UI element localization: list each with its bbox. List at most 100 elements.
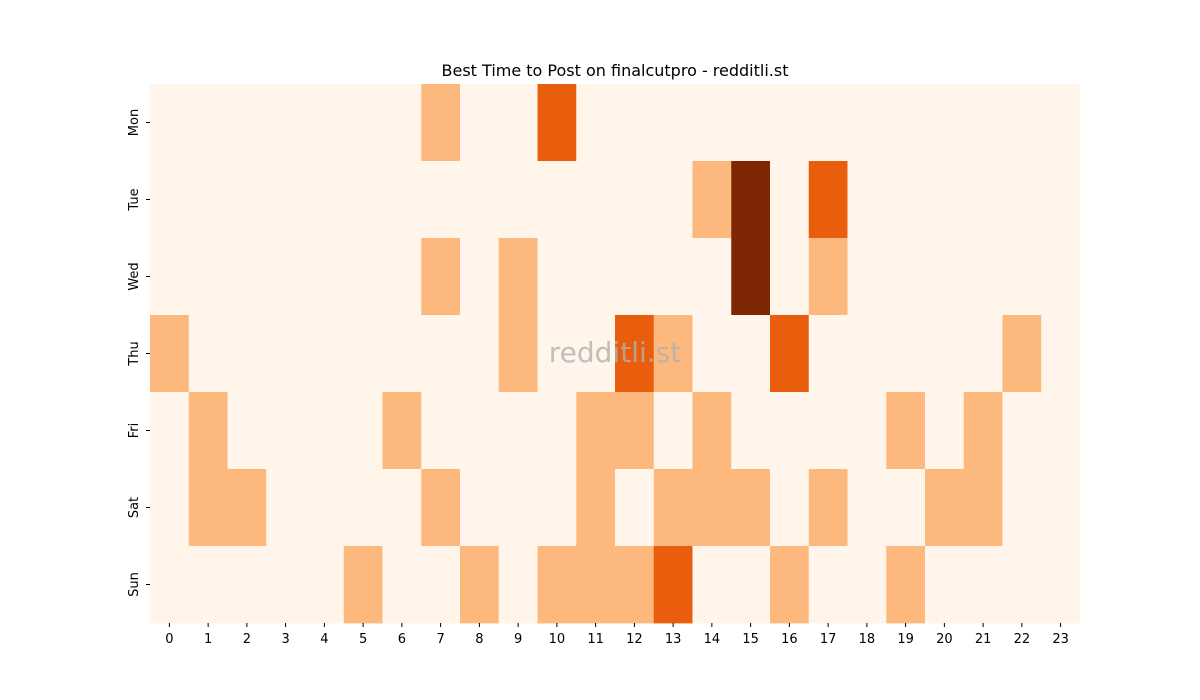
heatmap-cell-sat-18 bbox=[847, 469, 887, 547]
heatmap-cell-sun-23 bbox=[1041, 546, 1081, 624]
heatmap-cell-sat-6 bbox=[382, 469, 422, 547]
x-tick-label: 17 bbox=[820, 632, 837, 647]
heatmap-cell-wed-11 bbox=[576, 238, 616, 316]
heatmap-cell-sun-14 bbox=[692, 546, 732, 624]
heatmap-cell-mon-23 bbox=[1041, 84, 1081, 162]
heatmap-cell-mon-15 bbox=[731, 84, 771, 162]
heatmap-cell-tue-0 bbox=[150, 161, 190, 239]
heatmap-cell-tue-19 bbox=[886, 161, 926, 239]
heatmap-cell-fri-23 bbox=[1041, 392, 1081, 470]
heatmap-cell-mon-8 bbox=[460, 84, 500, 162]
heatmap-cell-sun-7 bbox=[421, 546, 461, 624]
heatmap-cell-sat-5 bbox=[343, 469, 383, 547]
heatmap-cell-sat-19 bbox=[886, 469, 926, 547]
heatmap-cell-sun-20 bbox=[925, 546, 965, 624]
heatmap-cell-wed-3 bbox=[266, 238, 306, 316]
x-tick-label: 0 bbox=[165, 632, 173, 647]
heatmap-cell-sat-21 bbox=[963, 469, 1003, 547]
heatmap-cell-thu-7 bbox=[421, 315, 461, 393]
heatmap-cell-mon-22 bbox=[1002, 84, 1042, 162]
heatmap-cell-sat-12 bbox=[615, 469, 655, 547]
x-tick-label: 14 bbox=[704, 632, 721, 647]
heatmap-cell-wed-14 bbox=[692, 238, 732, 316]
heatmap-cell-tue-13 bbox=[653, 161, 693, 239]
heatmap-cell-thu-10 bbox=[537, 315, 577, 393]
heatmap-cell-tue-17 bbox=[808, 161, 848, 239]
heatmap-cell-sun-21 bbox=[963, 546, 1003, 624]
heatmap-cell-fri-10 bbox=[537, 392, 577, 470]
heatmap-cell-sun-9 bbox=[498, 546, 538, 624]
heatmap-cell-tue-16 bbox=[770, 161, 810, 239]
heatmap-cell-wed-10 bbox=[537, 238, 577, 316]
heatmap-cell-mon-9 bbox=[498, 84, 538, 162]
heatmap-cell-tue-12 bbox=[615, 161, 655, 239]
x-tick-label: 10 bbox=[549, 632, 566, 647]
heatmap-cell-thu-2 bbox=[227, 315, 267, 393]
x-tick-label: 4 bbox=[320, 632, 328, 647]
heatmap-cell-thu-9 bbox=[498, 315, 538, 393]
heatmap-cell-wed-12 bbox=[615, 238, 655, 316]
watermark: redditli.st bbox=[549, 336, 681, 369]
heatmap-cell-fri-19 bbox=[886, 392, 926, 470]
y-tick-label: Sat bbox=[127, 497, 142, 518]
heatmap-cell-sun-4 bbox=[305, 546, 345, 624]
heatmap-cell-wed-7 bbox=[421, 238, 461, 316]
heatmap-cell-tue-22 bbox=[1002, 161, 1042, 239]
heatmap-cell-thu-5 bbox=[343, 315, 383, 393]
heatmap-cell-sun-12 bbox=[615, 546, 655, 624]
heatmap-cell-thu-23 bbox=[1041, 315, 1081, 393]
heatmap-cell-fri-12 bbox=[615, 392, 655, 470]
x-tick-label: 2 bbox=[243, 632, 251, 647]
heatmap-cell-fri-20 bbox=[925, 392, 965, 470]
x-tick-label: 21 bbox=[975, 632, 992, 647]
heatmap-cell-wed-16 bbox=[770, 238, 810, 316]
heatmap-cell-mon-14 bbox=[692, 84, 732, 162]
heatmap-cell-mon-3 bbox=[266, 84, 306, 162]
heatmap-cell-wed-19 bbox=[886, 238, 926, 316]
heatmap-cell-sun-1 bbox=[188, 546, 228, 624]
heatmap-cell-mon-18 bbox=[847, 84, 887, 162]
heatmap-cell-mon-6 bbox=[382, 84, 422, 162]
heatmap-cell-sat-16 bbox=[770, 469, 810, 547]
heatmap-cell-thu-3 bbox=[266, 315, 306, 393]
heatmap-cell-thu-17 bbox=[808, 315, 848, 393]
heatmap-cell-fri-13 bbox=[653, 392, 693, 470]
x-tick-label: 12 bbox=[626, 632, 643, 647]
heatmap-cell-fri-2 bbox=[227, 392, 267, 470]
heatmap-cell-mon-20 bbox=[925, 84, 965, 162]
heatmap-cell-tue-14 bbox=[692, 161, 732, 239]
heatmap-cell-tue-1 bbox=[188, 161, 228, 239]
x-tick-label: 20 bbox=[936, 632, 953, 647]
heatmap-cells bbox=[150, 84, 1081, 624]
heatmap-cell-tue-6 bbox=[382, 161, 422, 239]
heatmap-cell-tue-4 bbox=[305, 161, 345, 239]
heatmap-cell-sat-8 bbox=[460, 469, 500, 547]
heatmap-cell-fri-7 bbox=[421, 392, 461, 470]
heatmap-cell-tue-23 bbox=[1041, 161, 1081, 239]
heatmap-cell-fri-21 bbox=[963, 392, 1003, 470]
heatmap-cell-sun-8 bbox=[460, 546, 500, 624]
heatmap-cell-tue-15 bbox=[731, 161, 771, 239]
heatmap-cell-mon-0 bbox=[150, 84, 190, 162]
y-tick-label: Fri bbox=[127, 423, 142, 439]
x-tick-label: 22 bbox=[1014, 632, 1031, 647]
heatmap-cell-fri-15 bbox=[731, 392, 771, 470]
heatmap-cell-tue-10 bbox=[537, 161, 577, 239]
heatmap-cell-wed-13 bbox=[653, 238, 693, 316]
heatmap-cell-thu-1 bbox=[188, 315, 228, 393]
y-tick-label: Thu bbox=[127, 341, 142, 366]
heatmap-cell-wed-9 bbox=[498, 238, 538, 316]
heatmap-cell-tue-21 bbox=[963, 161, 1003, 239]
x-tick-label: 1 bbox=[204, 632, 212, 647]
heatmap-cell-thu-15 bbox=[731, 315, 771, 393]
heatmap-cell-mon-7 bbox=[421, 84, 461, 162]
heatmap-cell-fri-14 bbox=[692, 392, 732, 470]
heatmap-cell-thu-20 bbox=[925, 315, 965, 393]
heatmap-cell-wed-2 bbox=[227, 238, 267, 316]
x-tick-label: 13 bbox=[665, 632, 682, 647]
heatmap-cell-sun-15 bbox=[731, 546, 771, 624]
heatmap-cell-fri-6 bbox=[382, 392, 422, 470]
heatmap-cell-sun-17 bbox=[808, 546, 848, 624]
